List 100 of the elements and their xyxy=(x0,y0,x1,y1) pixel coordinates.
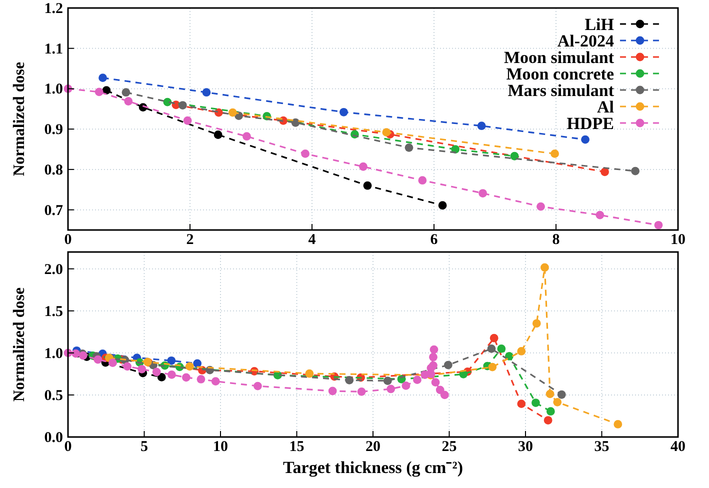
point xyxy=(430,345,438,354)
x-tick-label: 40 xyxy=(670,439,686,455)
point xyxy=(404,143,414,152)
point xyxy=(98,74,107,82)
y-tick-label: 1.2 xyxy=(44,1,63,17)
point xyxy=(487,344,496,353)
point xyxy=(631,166,640,176)
point xyxy=(477,122,486,130)
point xyxy=(544,416,552,424)
point xyxy=(581,135,590,144)
x-tick-label: 4 xyxy=(308,232,316,248)
point xyxy=(382,128,391,137)
point xyxy=(291,118,300,127)
y-tick-label: 0.0 xyxy=(44,430,63,446)
point xyxy=(600,168,609,176)
point xyxy=(202,88,211,97)
point xyxy=(553,398,562,406)
point xyxy=(157,373,166,382)
point xyxy=(402,382,410,390)
point xyxy=(550,150,559,158)
point xyxy=(536,202,545,211)
point xyxy=(490,334,498,342)
legend-label: Moon simulant xyxy=(504,48,614,67)
legend-label: Al-2024 xyxy=(557,32,614,50)
legend-label: LiH xyxy=(584,15,614,34)
legend-label: Mars simulant xyxy=(508,81,614,100)
point xyxy=(357,387,366,396)
point xyxy=(196,375,206,384)
point xyxy=(517,400,526,408)
y-tick-label: 1.0 xyxy=(44,346,63,362)
point xyxy=(540,263,549,272)
point xyxy=(211,377,220,386)
x-tick-label: 5 xyxy=(140,439,148,455)
point xyxy=(178,101,187,110)
point xyxy=(228,108,237,117)
point xyxy=(359,162,368,171)
x-tick-label: 10 xyxy=(213,439,228,455)
point xyxy=(532,398,540,407)
point xyxy=(478,189,487,198)
point xyxy=(517,347,526,356)
point xyxy=(124,97,133,106)
point xyxy=(546,407,555,416)
point xyxy=(418,176,427,185)
y-tick-label: 2.0 xyxy=(44,262,63,278)
point xyxy=(557,390,566,399)
x-tick-label: 10 xyxy=(670,232,686,248)
x-tick-label: 6 xyxy=(430,232,438,248)
point xyxy=(440,390,449,400)
x-tick-label: 35 xyxy=(594,439,610,455)
x-tick-label: 15 xyxy=(289,439,304,455)
y-tick-label: 1.1 xyxy=(44,41,63,58)
point xyxy=(167,356,176,365)
point xyxy=(429,361,438,370)
point xyxy=(94,355,102,364)
point xyxy=(438,201,447,210)
y-tick-label: 0.7 xyxy=(44,202,64,219)
legend-label: HDPE xyxy=(566,114,614,133)
y-tick-label: 1.0 xyxy=(44,82,63,98)
point xyxy=(451,145,460,154)
point xyxy=(654,220,663,230)
y-tick-label: 0.8 xyxy=(44,162,63,178)
point xyxy=(242,132,251,141)
x-tick-label: 2 xyxy=(186,232,194,248)
point xyxy=(123,362,132,371)
y-axis-title: Normalized dose xyxy=(11,62,28,176)
point xyxy=(596,210,604,220)
point xyxy=(214,130,222,139)
x-tick-label: 25 xyxy=(442,439,457,455)
point xyxy=(488,362,497,372)
point xyxy=(108,358,117,368)
legend-label: Al xyxy=(597,98,614,116)
x-axis-title: Target thickness (g cm⁻²) xyxy=(283,458,463,477)
x-tick-label: 20 xyxy=(366,439,380,455)
point xyxy=(328,386,337,396)
point xyxy=(444,360,452,370)
x-tick-label: 30 xyxy=(518,439,533,455)
point xyxy=(532,319,541,328)
x-tick-label: 0 xyxy=(64,232,72,248)
point xyxy=(168,370,176,379)
point xyxy=(305,369,314,378)
point xyxy=(497,344,506,353)
point xyxy=(429,352,438,362)
y-tick-label: 0.9 xyxy=(44,122,63,138)
point xyxy=(546,390,554,398)
point xyxy=(122,88,130,97)
point xyxy=(413,376,422,384)
point xyxy=(383,376,392,386)
point xyxy=(340,108,348,116)
point xyxy=(431,378,440,387)
point xyxy=(185,362,194,371)
point xyxy=(301,150,310,158)
y-tick-label: 1.5 xyxy=(44,304,63,320)
point xyxy=(614,420,622,428)
point xyxy=(94,88,104,96)
point xyxy=(510,152,519,160)
point xyxy=(436,386,444,394)
x-tick-label: 8 xyxy=(552,232,560,248)
point xyxy=(152,368,161,376)
point xyxy=(138,364,146,374)
y-axis-title: Normalized dose xyxy=(11,287,28,402)
